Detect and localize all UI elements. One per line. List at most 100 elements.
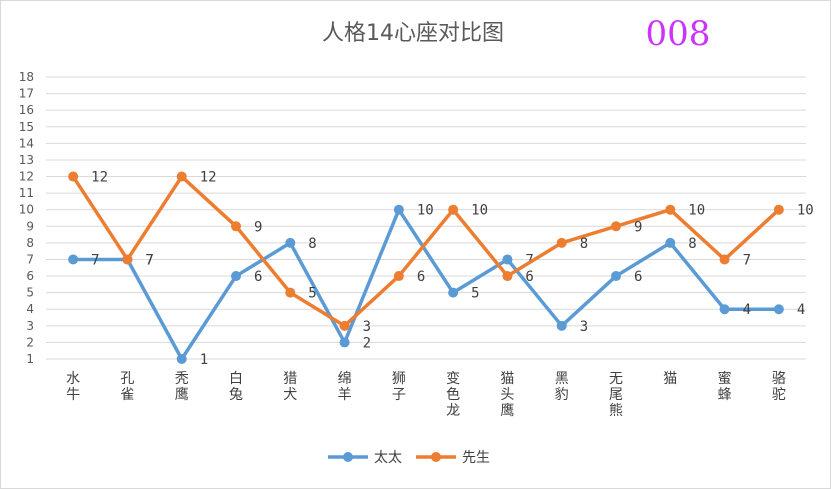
x-tick-label: 骆驼 bbox=[772, 371, 786, 403]
data-label: 6 bbox=[254, 269, 262, 285]
x-tick-label: 孔雀 bbox=[120, 371, 134, 403]
legend-label: 太太 bbox=[374, 450, 402, 466]
legend-swatch-marker bbox=[343, 452, 353, 462]
data-label: 5 bbox=[471, 286, 479, 302]
y-tick-label: 18 bbox=[19, 70, 34, 84]
data-label: 3 bbox=[580, 319, 588, 335]
data-point bbox=[556, 320, 567, 331]
series-1: 7 7 1 6 8 2 10 5 7 3 6 8 4 4 bbox=[68, 203, 805, 368]
data-label: 7 bbox=[743, 252, 751, 268]
data-label: 1 bbox=[200, 352, 208, 368]
x-tick-label: 猫头鹰 bbox=[500, 371, 514, 419]
data-point bbox=[719, 254, 730, 265]
data-point bbox=[448, 204, 459, 215]
y-tick-label: 10 bbox=[19, 203, 34, 217]
data-point bbox=[773, 204, 784, 215]
x-tick-label: 变色龙 bbox=[446, 371, 460, 419]
data-point bbox=[556, 237, 567, 248]
y-tick-label: 14 bbox=[19, 136, 34, 150]
data-point bbox=[68, 171, 79, 182]
x-tick-label: 蜜蜂 bbox=[718, 371, 732, 403]
x-tick-label: 无尾熊 bbox=[609, 371, 623, 419]
data-label: 7 bbox=[145, 252, 153, 268]
data-label: 9 bbox=[254, 219, 262, 235]
data-point bbox=[502, 271, 513, 282]
x-tick-label: 水牛 bbox=[66, 371, 80, 403]
data-label: 10 bbox=[471, 203, 488, 219]
data-label: 8 bbox=[688, 236, 696, 252]
series-line bbox=[71, 207, 781, 361]
data-label: 4 bbox=[797, 302, 805, 318]
data-point bbox=[68, 254, 79, 265]
data-point bbox=[665, 237, 676, 248]
data-point bbox=[122, 254, 133, 265]
series-2: 12 7 12 9 5 3 6 10 6 8 9 10 7 10 bbox=[68, 170, 814, 335]
data-point bbox=[285, 237, 296, 248]
y-tick-label: 9 bbox=[26, 219, 34, 233]
y-tick-label: 7 bbox=[26, 252, 34, 266]
data-label: 12 bbox=[200, 170, 217, 186]
data-label: 10 bbox=[797, 203, 814, 219]
data-label: 7 bbox=[145, 252, 153, 268]
y-tick-label: 11 bbox=[19, 186, 34, 200]
data-point bbox=[285, 287, 296, 298]
legend-item-1: 太太 bbox=[328, 450, 402, 466]
y-tick-label: 17 bbox=[19, 87, 34, 101]
y-tick-label: 3 bbox=[26, 319, 34, 333]
data-label: 12 bbox=[91, 170, 108, 186]
y-tick-label: 6 bbox=[26, 269, 34, 283]
series-line bbox=[71, 174, 781, 328]
data-point bbox=[611, 271, 621, 282]
data-label: 5 bbox=[308, 286, 316, 302]
data-point bbox=[231, 221, 241, 232]
y-tick-label: 2 bbox=[26, 335, 34, 349]
data-label: 4 bbox=[743, 302, 751, 318]
legend-item-2: 先生 bbox=[416, 450, 490, 466]
data-point bbox=[719, 304, 730, 315]
data-point bbox=[773, 304, 784, 315]
data-point bbox=[448, 287, 459, 298]
data-point bbox=[339, 337, 350, 348]
x-tick-label: 白兔 bbox=[229, 371, 243, 403]
legend-label: 先生 bbox=[462, 450, 490, 466]
legend-swatch-marker bbox=[431, 452, 441, 462]
chart-title: 人格14心座对比图 bbox=[322, 21, 504, 46]
x-tick-label: 狮子 bbox=[392, 371, 406, 403]
y-tick-label: 4 bbox=[26, 302, 34, 316]
data-label: 10 bbox=[417, 203, 434, 219]
data-label: 6 bbox=[417, 269, 425, 285]
data-label: 10 bbox=[688, 203, 705, 219]
data-label: 2 bbox=[363, 335, 371, 351]
gridlines bbox=[46, 76, 806, 360]
x-axis: 水牛 孔雀 秃鹰 白兔 猎犬 绵羊 狮子 变色龙 猫头鹰 黑豹 无尾熊 猫 蜜蜂 骆驼 bbox=[66, 370, 786, 419]
data-point bbox=[393, 204, 404, 215]
data-label: 6 bbox=[634, 269, 642, 285]
x-tick-label: 秃鹰 bbox=[175, 371, 189, 403]
data-label: 7 bbox=[91, 252, 99, 268]
data-point bbox=[176, 354, 187, 364]
data-point bbox=[176, 171, 187, 182]
x-tick-label: 绵羊 bbox=[338, 370, 352, 403]
data-label: 6 bbox=[525, 269, 533, 285]
data-point bbox=[393, 271, 404, 282]
data-label: 8 bbox=[308, 236, 316, 252]
data-point bbox=[231, 271, 241, 282]
y-tick-label: 13 bbox=[19, 153, 34, 167]
data-point bbox=[665, 204, 676, 215]
data-point bbox=[611, 221, 621, 232]
y-tick-label: 5 bbox=[26, 286, 34, 300]
x-tick-label: 黑豹 bbox=[555, 371, 569, 403]
legend: 太太 先生 bbox=[328, 450, 490, 466]
x-tick-label: 猎犬 bbox=[283, 371, 297, 403]
y-tick-label: 15 bbox=[19, 120, 34, 134]
x-tick-label: 猫 bbox=[663, 371, 677, 387]
y-tick-label: 16 bbox=[19, 103, 34, 117]
chart-badge: 008 bbox=[646, 14, 711, 54]
data-label: 9 bbox=[634, 219, 642, 235]
y-tick-label: 12 bbox=[19, 170, 34, 184]
y-tick-label: 8 bbox=[26, 236, 34, 250]
data-point bbox=[502, 254, 513, 265]
